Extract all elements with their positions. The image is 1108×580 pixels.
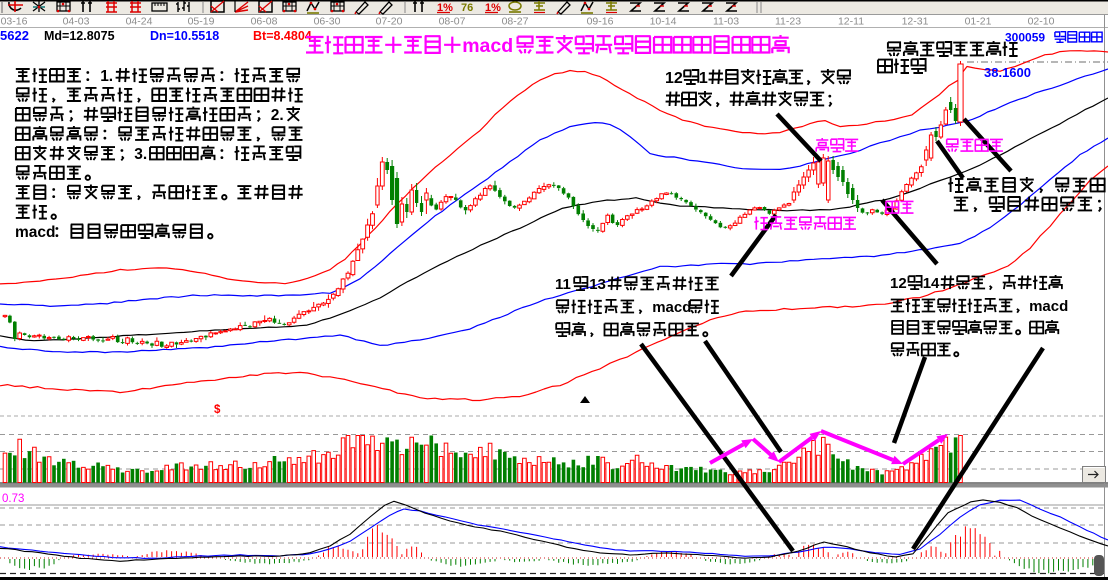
svg-text:14: 14 xyxy=(923,275,940,292)
svg-text:76: 76 xyxy=(461,2,473,14)
svg-text:macd: macd xyxy=(15,224,56,241)
svg-text:3.: 3. xyxy=(134,146,147,163)
svg-text:11-23: 11-23 xyxy=(775,16,801,28)
svg-text:1: 1 xyxy=(699,70,708,87)
svg-text:10-14: 10-14 xyxy=(650,16,677,28)
svg-text:03-16: 03-16 xyxy=(1,16,28,28)
svg-text:12-11: 12-11 xyxy=(838,16,864,28)
svg-text:04-24: 04-24 xyxy=(126,16,153,28)
svg-text:$: $ xyxy=(214,404,221,416)
svg-text:Dn=10.5518: Dn=10.5518 xyxy=(150,29,219,43)
svg-text:12: 12 xyxy=(665,70,683,87)
svg-text:1.: 1. xyxy=(100,68,113,85)
svg-text:5622: 5622 xyxy=(0,28,29,43)
svg-text:07-20: 07-20 xyxy=(376,16,403,28)
svg-text:13: 13 xyxy=(589,276,606,293)
svg-text:38.1600: 38.1600 xyxy=(984,65,1031,80)
svg-text:11-03: 11-03 xyxy=(713,16,739,28)
svg-text:2.: 2. xyxy=(271,107,284,124)
svg-text:08-07: 08-07 xyxy=(439,16,466,28)
svg-text:1%: 1% xyxy=(437,2,453,14)
svg-text:12-31: 12-31 xyxy=(902,16,929,28)
svg-text:0.73: 0.73 xyxy=(2,493,24,505)
svg-text:macd: macd xyxy=(652,299,691,316)
svg-text:11: 11 xyxy=(555,276,571,293)
svg-text:macd: macd xyxy=(462,35,513,57)
svg-text:08-27: 08-27 xyxy=(502,16,529,28)
svg-text:02-10: 02-10 xyxy=(1028,16,1055,28)
svg-text:04-03: 04-03 xyxy=(63,16,90,28)
svg-text:macd: macd xyxy=(1029,298,1068,315)
svg-text:300059: 300059 xyxy=(1005,30,1045,44)
svg-text:Bt=8.4804: Bt=8.4804 xyxy=(253,29,312,43)
svg-text:05-19: 05-19 xyxy=(188,16,215,28)
svg-text:Md=12.8075: Md=12.8075 xyxy=(44,29,115,43)
svg-text:06-30: 06-30 xyxy=(314,16,341,28)
svg-text:1%: 1% xyxy=(485,2,501,14)
svg-text:06-08: 06-08 xyxy=(251,16,278,28)
svg-text:01-21: 01-21 xyxy=(965,16,992,28)
svg-text:09-16: 09-16 xyxy=(587,16,614,28)
svg-text:12: 12 xyxy=(890,275,907,292)
